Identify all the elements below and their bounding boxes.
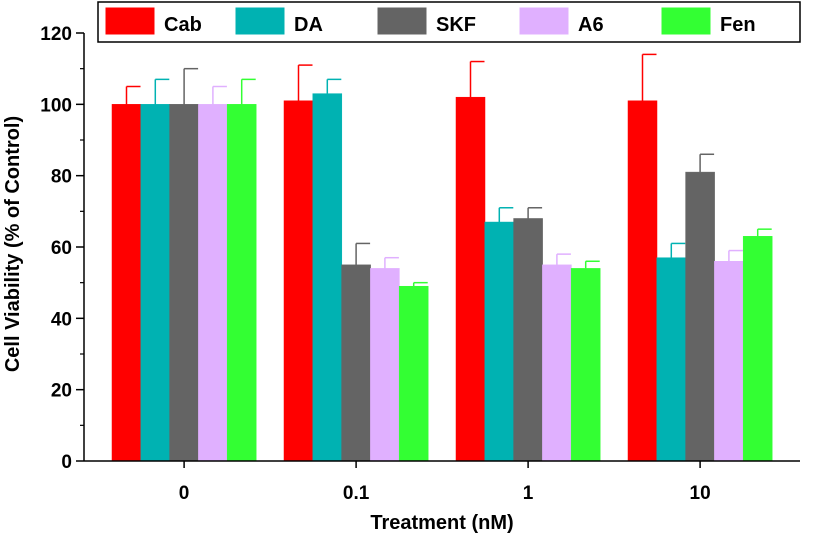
bar-da-2	[484, 221, 515, 462]
legend-label-cab: Cab	[164, 14, 202, 36]
bar-fen-2	[570, 268, 601, 462]
y-tick-label: 0	[61, 452, 72, 473]
y-tick-label: 40	[51, 309, 72, 330]
bar-cab-0	[111, 104, 142, 462]
bar-a6-0	[198, 104, 228, 462]
x-axis-title: Treatment (nM)	[370, 512, 513, 534]
legend-swatch-cab	[105, 7, 155, 35]
bar-skf-2	[513, 218, 543, 462]
bar-fen-0	[226, 104, 257, 462]
bar-a6-3	[714, 261, 744, 462]
bar-fen-1	[398, 285, 429, 462]
y-tick-label: 80	[51, 167, 72, 188]
bar-skf-3	[685, 171, 715, 462]
y-tick-label: 60	[51, 238, 72, 259]
bars	[111, 53, 773, 462]
legend-swatch-skf	[377, 7, 427, 35]
bar-cab-1	[283, 100, 314, 462]
x-tick-label: 0	[179, 483, 190, 504]
y-tick-label: 120	[40, 24, 72, 45]
y-tick-label: 20	[51, 381, 72, 402]
bar-cab-3	[627, 100, 658, 462]
legend-swatch-da	[235, 7, 285, 35]
bar-cab-2	[455, 96, 486, 462]
bar-a6-2	[542, 264, 572, 462]
legend: Cab DA SKF A6 Fen	[97, 1, 801, 43]
y-tick-label: 100	[40, 95, 72, 116]
legend-swatch-fen	[661, 7, 711, 35]
legend-label-a6: A6	[578, 14, 604, 36]
bar-da-0	[140, 104, 171, 462]
bar-da-1	[312, 93, 343, 462]
legend-swatch-a6	[519, 7, 569, 35]
axes: 0 20 40 60 80 100 120 0 0.1 1 10	[40, 24, 800, 504]
legend-label-fen: Fen	[720, 14, 756, 36]
bar-a6-1	[370, 268, 400, 462]
legend-label-da: DA	[294, 14, 323, 36]
x-tick-label: 10	[690, 483, 711, 504]
legend-label-skf: SKF	[436, 14, 476, 36]
bar-skf-1	[341, 264, 371, 462]
x-tick-label: 0.1	[343, 483, 370, 504]
y-axis-title: Cell Viability (% of Control)	[2, 116, 24, 372]
bar-fen-3	[742, 236, 773, 462]
x-tick-label: 1	[523, 483, 534, 504]
bar-skf-0	[169, 104, 199, 462]
bar-da-3	[656, 257, 687, 462]
